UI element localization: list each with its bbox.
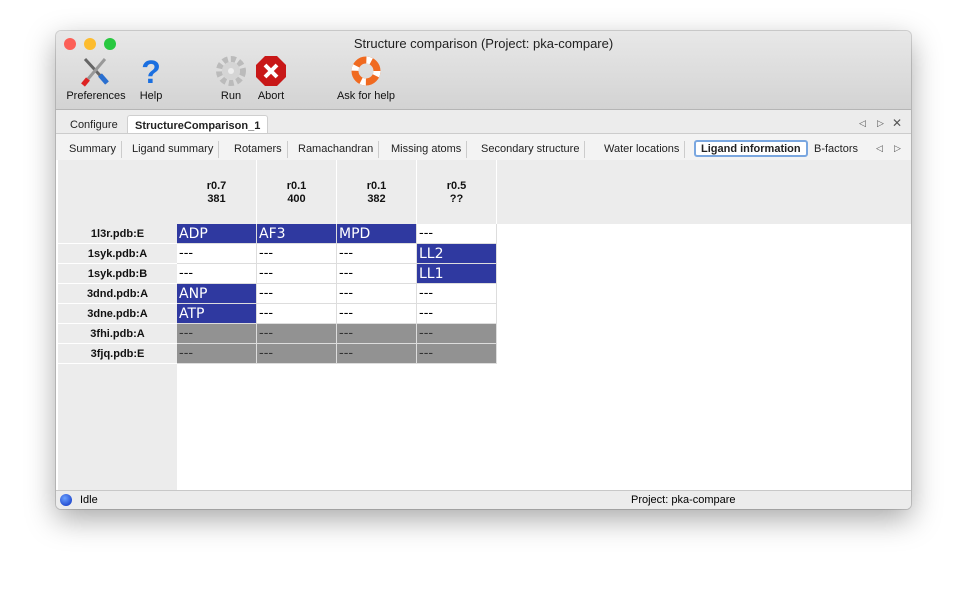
table-cell[interactable]: LL1 — [417, 264, 497, 284]
table-cell[interactable]: --- — [257, 244, 337, 264]
column-header[interactable]: r0.7 381 — [177, 160, 257, 224]
gear-icon — [216, 56, 246, 86]
column-header[interactable]: r0.5?? — [417, 160, 497, 224]
close-window-button[interactable] — [64, 38, 76, 50]
column-header-line2: 400 — [287, 193, 306, 205]
table-cell[interactable]: --- — [257, 324, 337, 344]
abort-label: Abort — [257, 90, 285, 102]
title-bar: Structure comparison (Project: pka-compa… — [56, 31, 911, 110]
table-cell[interactable]: --- — [417, 324, 497, 344]
column-header-line1: r0.5 — [446, 180, 467, 192]
status-bar: Idle Project: pka-compare — [56, 490, 911, 509]
column-header[interactable]: r0.1 382 — [337, 160, 417, 224]
table-cell[interactable]: --- — [337, 244, 417, 264]
row-header[interactable]: 1syk.pdb:A — [58, 244, 177, 264]
row-header[interactable]: 3fjq.pdb:E — [58, 344, 177, 364]
zoom-window-button[interactable] — [104, 38, 116, 50]
table-cell[interactable]: --- — [257, 344, 337, 364]
table-cell[interactable]: --- — [257, 304, 337, 324]
window-title: Structure comparison (Project: pka-compa… — [353, 36, 614, 51]
main-tab-bar: Configure StructureComparison_1 ◁ ▷ ✕ — [56, 113, 911, 134]
tab-water-locations[interactable]: Water locations — [599, 141, 686, 158]
help-label: Help — [139, 90, 163, 102]
tab-b-factors[interactable]: B-factors — [814, 143, 859, 155]
tab-scroll-left-icon[interactable]: ◁ — [859, 118, 866, 128]
column-header-line1: r0.1 — [286, 180, 307, 192]
status-indicator-icon — [60, 494, 72, 506]
row-header[interactable]: 3dnd.pdb:A — [58, 284, 177, 304]
ask-for-help-button[interactable]: Ask for help — [334, 55, 398, 102]
table-cell[interactable]: --- — [417, 224, 497, 244]
table-cell[interactable]: --- — [337, 264, 417, 284]
close-tab-icon[interactable]: ✕ — [892, 116, 903, 130]
status-text: Idle — [80, 494, 98, 506]
table-cell[interactable]: ADP — [177, 224, 257, 244]
table-cell[interactable]: --- — [337, 344, 417, 364]
row-header[interactable]: 3dne.pdb:A — [58, 304, 177, 324]
tab-structure-comparison[interactable]: StructureComparison_1 — [127, 115, 269, 134]
table-cell[interactable]: --- — [337, 284, 417, 304]
table-cell[interactable]: --- — [337, 324, 417, 344]
table-cell[interactable]: AF3 — [257, 224, 337, 244]
lifebuoy-icon — [351, 56, 381, 86]
row-header-column — [58, 160, 177, 490]
svg-text:?: ? — [141, 55, 161, 87]
tab-scroll-right-icon[interactable]: ▷ — [877, 118, 884, 128]
app-window: Structure comparison (Project: pka-compa… — [56, 31, 911, 509]
row-header[interactable]: 1syk.pdb:B — [58, 264, 177, 284]
table-cell[interactable]: --- — [417, 344, 497, 364]
preferences-button[interactable]: Preferences — [64, 55, 128, 102]
ligand-table: r0.7 381 r0.1 400 r0.1 382 r0.5?? 1l3r.pdb:E ADP… — [56, 160, 911, 490]
subtab-scroll-right-icon[interactable]: ▷ — [894, 143, 901, 153]
table-cell[interactable]: --- — [177, 264, 257, 284]
table-cell[interactable]: --- — [257, 264, 337, 284]
row-header[interactable]: 3fhi.pdb:A — [58, 324, 177, 344]
table-cell[interactable]: --- — [177, 244, 257, 264]
column-header-line2: 381 — [207, 193, 226, 205]
table-cell[interactable]: ANP — [177, 284, 257, 304]
table-cell[interactable]: --- — [417, 284, 497, 304]
tab-ligand-summary[interactable]: Ligand summary — [127, 141, 220, 158]
tab-secondary-structure[interactable]: Secondary structure — [476, 141, 586, 158]
help-icon: ? — [141, 55, 161, 87]
run-button[interactable]: Run — [214, 55, 248, 102]
ask-for-help-label: Ask for help — [336, 90, 396, 102]
table-cell[interactable]: LL2 — [417, 244, 497, 264]
tab-ramachandran[interactable]: Ramachandran — [293, 141, 380, 158]
table-cell[interactable]: --- — [177, 344, 257, 364]
preferences-label: Preferences — [66, 90, 126, 102]
table-cell[interactable]: --- — [337, 304, 417, 324]
run-label: Run — [220, 90, 242, 102]
column-header-row — [177, 160, 911, 224]
tab-ligand-information[interactable]: Ligand information — [694, 140, 808, 157]
column-header-line1: r0.1 — [366, 180, 387, 192]
table-cell[interactable]: MPD — [337, 224, 417, 244]
abort-icon — [256, 56, 286, 86]
abort-button[interactable]: Abort — [252, 55, 290, 102]
row-header[interactable]: 1l3r.pdb:E — [58, 224, 177, 244]
minimize-window-button[interactable] — [84, 38, 96, 50]
tab-summary[interactable]: Summary — [64, 141, 123, 158]
project-label: Project: pka-compare — [631, 494, 736, 506]
tools-icon — [81, 57, 109, 87]
table-cell[interactable]: --- — [177, 324, 257, 344]
column-header[interactable]: r0.1 400 — [257, 160, 337, 224]
column-header-line2: ?? — [449, 193, 464, 205]
tab-configure[interactable]: Configure — [70, 119, 118, 131]
tab-rotamers[interactable]: Rotamers — [229, 141, 288, 158]
sub-tab-bar: Summary Ligand summary Rotamers Ramachan… — [56, 133, 911, 160]
table-cell[interactable]: ATP — [177, 304, 257, 324]
table-cell[interactable]: --- — [257, 284, 337, 304]
table-cell[interactable]: --- — [417, 304, 497, 324]
help-button[interactable]: ? Help — [134, 55, 168, 102]
tab-missing-atoms[interactable]: Missing atoms — [386, 141, 468, 158]
column-header-line1: r0.7 — [206, 180, 227, 192]
subtab-scroll-left-icon[interactable]: ◁ — [876, 143, 883, 153]
column-header-line2: 382 — [367, 193, 386, 205]
